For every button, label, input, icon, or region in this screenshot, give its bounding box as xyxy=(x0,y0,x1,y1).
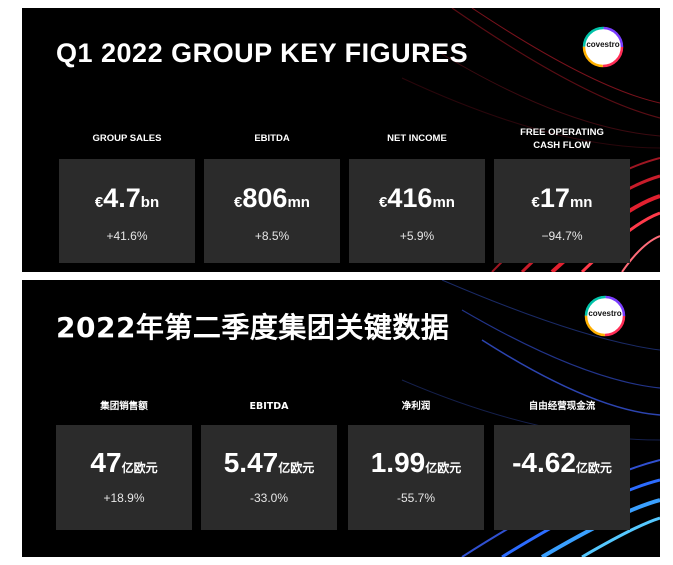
metric-value: €806mn xyxy=(234,183,310,213)
metric-card-group-sales: €4.7bn +41.6% xyxy=(59,159,195,263)
metric-label-net-income: NET INCOME xyxy=(387,133,447,144)
covestro-logo-wordmark: covestro xyxy=(586,40,620,49)
metric-card-net-income: 1.99亿欧元 -55.7% xyxy=(348,425,484,530)
metric-value: 1.99亿欧元 xyxy=(370,447,462,478)
metric-change: +8.5% xyxy=(254,229,290,243)
covestro-logo xyxy=(582,26,624,68)
metric-card-ebitda: 5.47亿欧元 -33.0% xyxy=(201,425,337,530)
metric-label-ebitda: EBITDA xyxy=(249,401,289,412)
metric-value: €4.7bn xyxy=(94,183,160,213)
metric-value: 47亿欧元 xyxy=(90,447,158,478)
metric-change: +41.6% xyxy=(106,229,148,243)
page-title: 2022年第二季度集团关键数据 xyxy=(56,311,450,344)
metric-label-group-sales: GROUP SALES xyxy=(92,133,162,144)
metric-label-group-sales: 集团销售额 xyxy=(100,401,148,412)
metric-value: €416mn xyxy=(379,183,455,213)
metric-value: -4.62亿欧元 xyxy=(512,447,612,478)
metric-change: -55.7% xyxy=(396,491,436,505)
metric-card-net-income: €416mn +5.9% xyxy=(349,159,485,263)
key-figures-panel-english: Q1 2022 GROUP KEY FIGURES covestro GROUP… xyxy=(22,8,660,272)
metric-card-free-operating-cash-flow: €17mn −94.7% xyxy=(494,159,630,263)
covestro-logo xyxy=(584,295,626,337)
metric-change: +18.9% xyxy=(103,491,145,505)
metric-value: 5.47亿欧元 xyxy=(223,447,315,478)
metric-label-ebitda: EBITDA xyxy=(254,133,290,144)
metric-label-free-operating-cash-flow: FREE OPERATING CASH FLOW xyxy=(520,127,604,151)
page-title: Q1 2022 GROUP KEY FIGURES xyxy=(56,38,469,68)
covestro-logo-wordmark: covestro xyxy=(588,309,622,318)
metric-label-net-income: 净利润 xyxy=(401,401,431,412)
metric-value: €17mn xyxy=(531,183,593,213)
metric-label-free-operating-cash-flow: 自由经营现金流 xyxy=(528,401,596,412)
metric-card-free-operating-cash-flow: -4.62亿欧元 xyxy=(494,425,630,530)
metric-change: −94.7% xyxy=(541,229,583,243)
key-figures-panel-chinese: 2022年第二季度集团关键数据 covestro 集团销售额 EBITDA 净利… xyxy=(22,280,660,557)
metric-change: +5.9% xyxy=(399,229,435,243)
metric-card-ebitda: €806mn +8.5% xyxy=(204,159,340,263)
metric-change: -33.0% xyxy=(249,491,289,505)
metric-card-group-sales: 47亿欧元 +18.9% xyxy=(56,425,192,530)
